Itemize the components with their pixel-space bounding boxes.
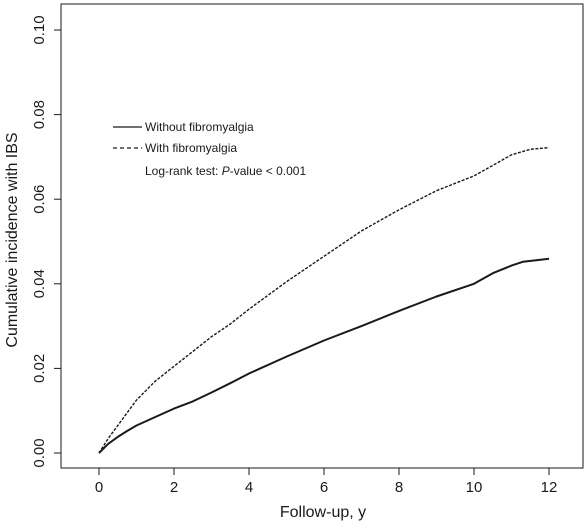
y-tick-label: 0.02 bbox=[31, 354, 48, 383]
series-line-with-fibromyalgia bbox=[98, 146, 550, 454]
legend-label-with-fibromyalgia: With fibromyalgia bbox=[145, 141, 237, 155]
x-tick-label: 12 bbox=[541, 479, 558, 496]
x-tick-label: 6 bbox=[320, 479, 328, 496]
annotation-suffix: -value < 0.001 bbox=[230, 164, 307, 178]
x-tick-label: 2 bbox=[170, 479, 178, 496]
series-line-without-fibromyalgia bbox=[98, 257, 550, 454]
y-tick-label: 0.10 bbox=[31, 15, 48, 44]
annotation-italic: P bbox=[222, 164, 230, 178]
y-tick-label: 0.04 bbox=[31, 269, 48, 298]
y-ticks: 0.00 0.02 0.04 0.06 0.08 0.10 bbox=[31, 15, 61, 468]
plot-frame bbox=[60, 3, 584, 469]
annotation-prefix: Log-rank test: bbox=[145, 164, 222, 178]
x-tick-label: 4 bbox=[245, 479, 253, 496]
series-lines bbox=[98, 146, 550, 454]
x-tick-label: 0 bbox=[95, 479, 103, 496]
y-tick-label: 0.06 bbox=[31, 185, 48, 214]
logrank-annotation: Log-rank test: P-value < 0.001 bbox=[145, 164, 306, 178]
legend: Without fibromyalgia With fibromyalgia bbox=[113, 120, 254, 155]
x-tick-label: 10 bbox=[466, 479, 483, 496]
x-ticks: 0 2 4 6 8 10 12 bbox=[95, 468, 558, 496]
axes bbox=[60, 3, 584, 469]
y-tick-label: 0.08 bbox=[31, 100, 48, 129]
legend-label-without-fibromyalgia: Without fibromyalgia bbox=[145, 120, 254, 134]
x-axis-label: Follow-up, y bbox=[280, 504, 366, 521]
y-tick-label: 0.00 bbox=[31, 438, 48, 467]
x-tick-label: 8 bbox=[395, 479, 403, 496]
y-axis-label: Cumulative incidence with IBS bbox=[4, 132, 21, 347]
